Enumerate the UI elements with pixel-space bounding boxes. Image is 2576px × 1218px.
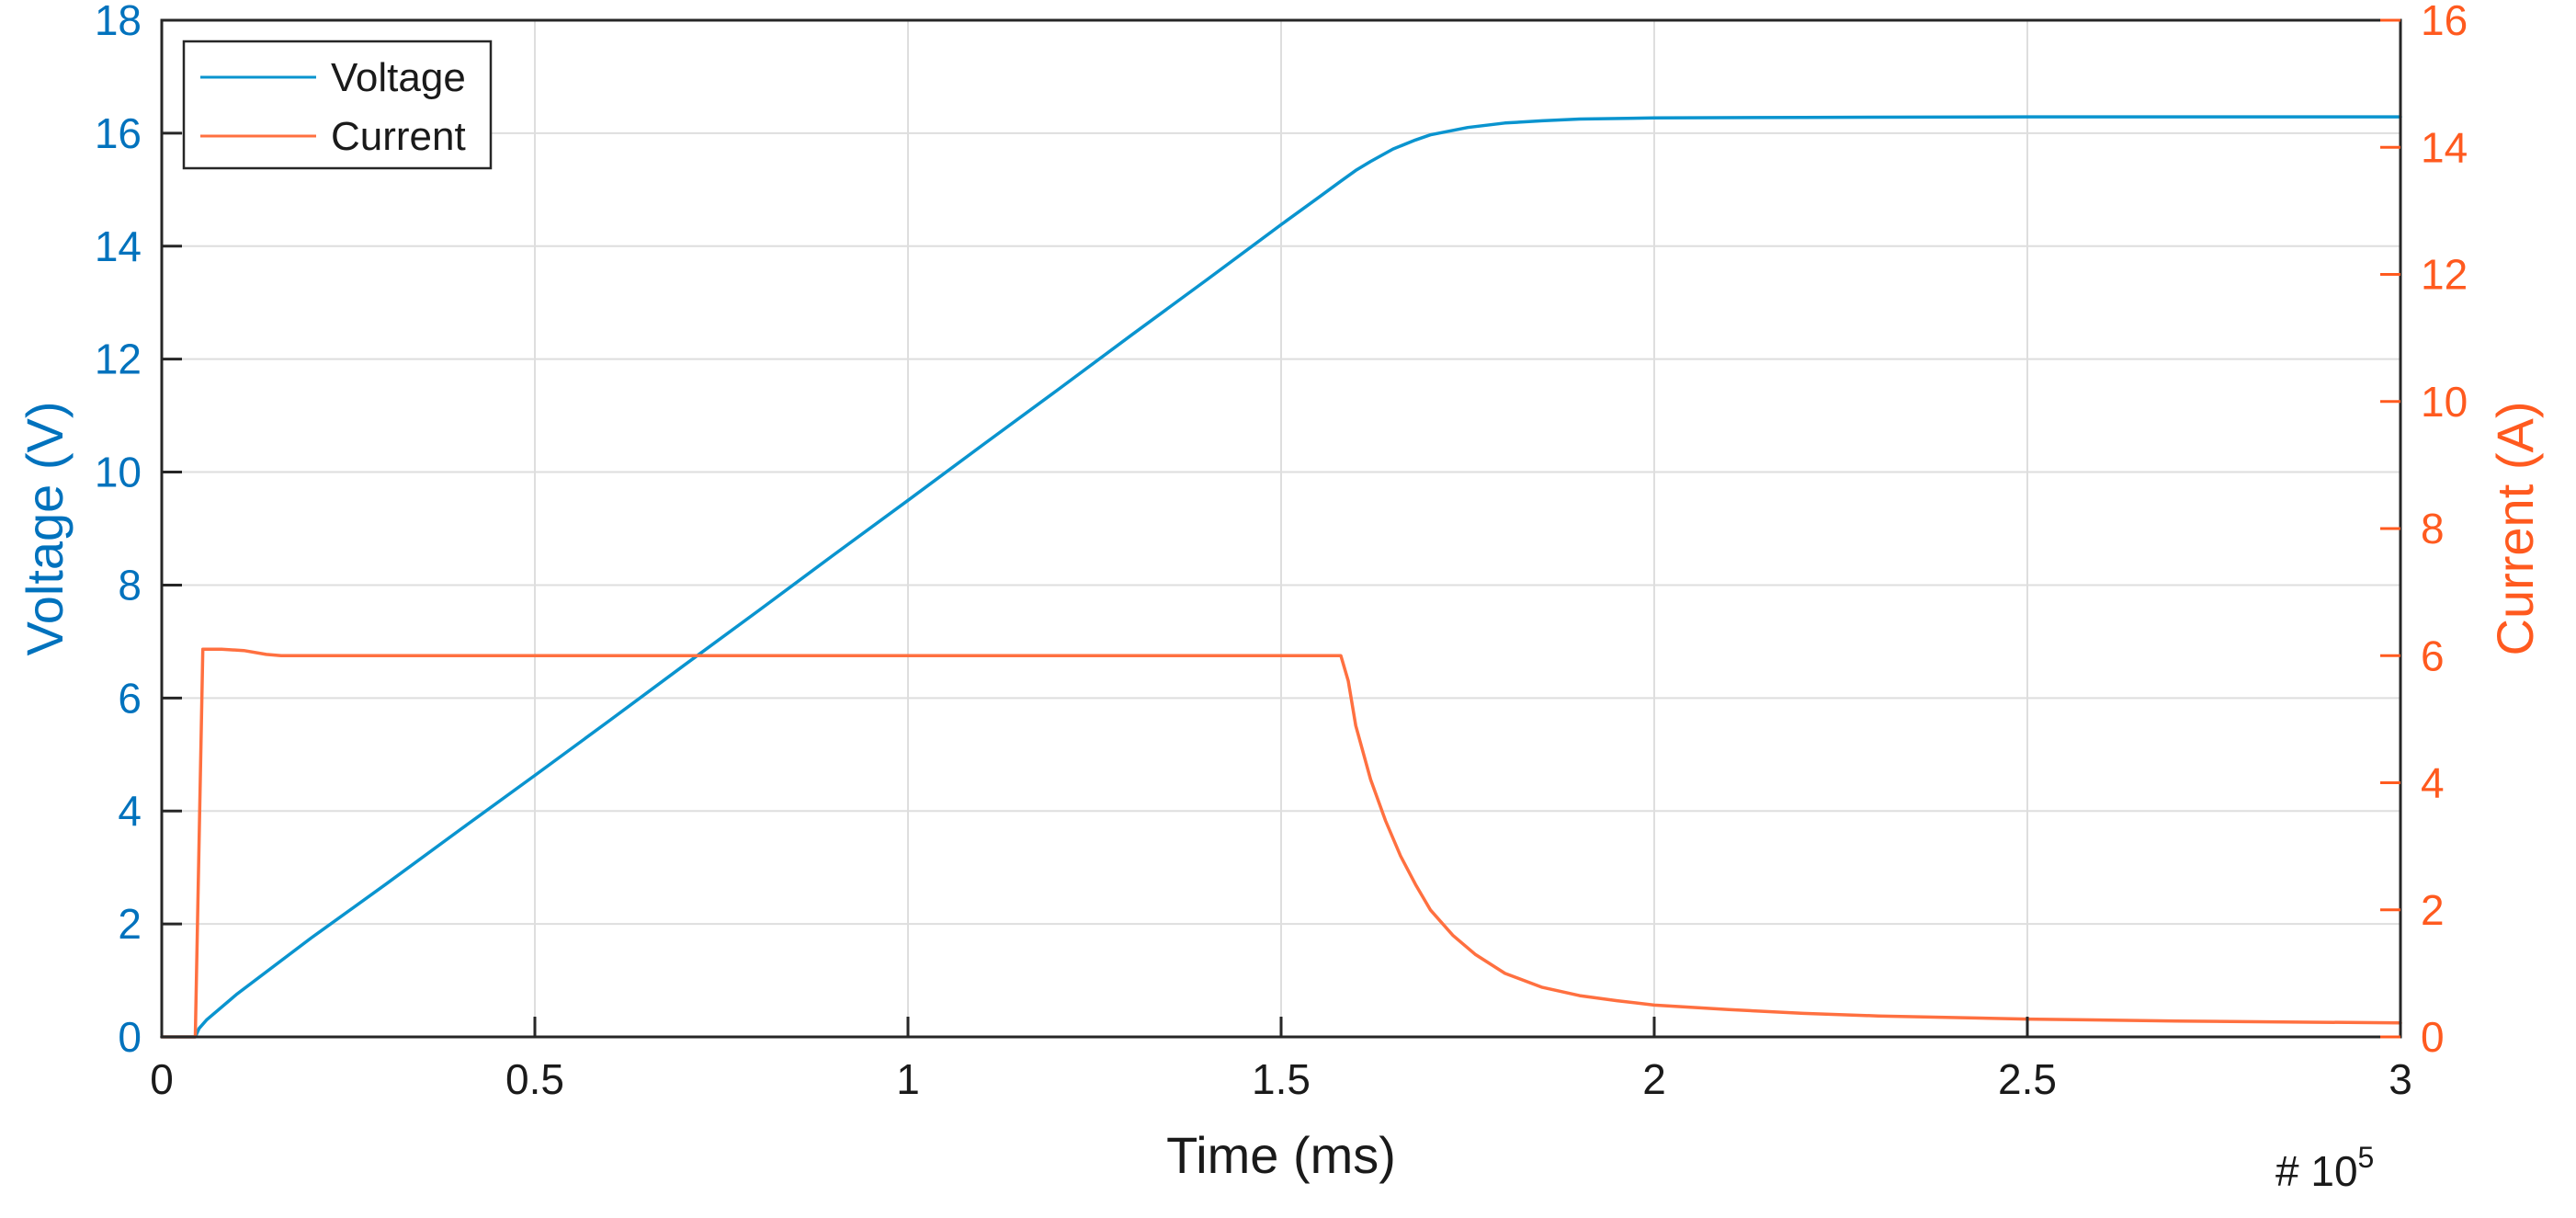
left-y-tick-label: 6 [118,674,142,722]
right-y-tick-label: 0 [2421,1013,2445,1061]
labels-layer: Time (ms) # 105 Voltage (V) Current (A) [16,401,2544,1195]
left-y-axis-title: Voltage (V) [16,401,74,655]
legend-label-voltage: Voltage [331,55,466,100]
legend-label-current: Current [331,114,466,159]
x-axis-exponent-power: 5 [2358,1141,2375,1174]
left-y-tick-label: 16 [95,109,142,157]
right-y-tick-label: 4 [2421,759,2445,807]
left-y-tick-label: 10 [95,449,142,496]
series-line-current [160,647,2402,1039]
x-tick-label: 2.5 [1998,1055,2057,1103]
x-tick-label: 2 [1642,1055,1666,1103]
grid [162,20,2400,1037]
right-y-tick-label: 16 [2421,0,2468,44]
legend-box [182,40,493,170]
left-y-tick-label: 8 [118,561,142,609]
left-y-tick-label: 2 [118,900,142,948]
x-tick-label: 1.5 [1252,1055,1311,1103]
series-layer [160,115,2402,1039]
legend: Voltage Current [182,40,493,170]
right-y-tick-label: 2 [2421,886,2445,934]
right-y-axis-title: Current (A) [2486,402,2544,656]
ticks-layer: 0 0.5 1 1.5 2 2.5 3024681012141618024681012141… [95,0,2468,1103]
x-tick-label: 0 [150,1055,174,1103]
right-y-tick-label: 14 [2421,123,2468,171]
left-y-tick-label: 0 [118,1013,142,1061]
right-y-tick-label: 6 [2421,632,2445,679]
left-y-tick-label: 12 [95,336,142,383]
right-y-tick-label: 12 [2421,251,2468,299]
left-y-tick-label: 4 [118,787,142,835]
x-axis-exponent: # 105 [2275,1141,2374,1195]
left-y-tick-label: 14 [95,222,142,270]
x-tick-label: 3 [2389,1055,2412,1103]
left-y-tick-label: 18 [95,0,142,44]
x-tick-label: 1 [896,1055,920,1103]
x-axis-exponent-base: # 10 [2275,1147,2358,1195]
right-y-tick-label: 8 [2421,505,2445,552]
x-tick-label: 0.5 [505,1055,564,1103]
right-y-tick-label: 10 [2421,378,2468,426]
series-line-voltage [160,115,2402,1039]
x-axis-title: Time (ms) [1166,1126,1396,1184]
